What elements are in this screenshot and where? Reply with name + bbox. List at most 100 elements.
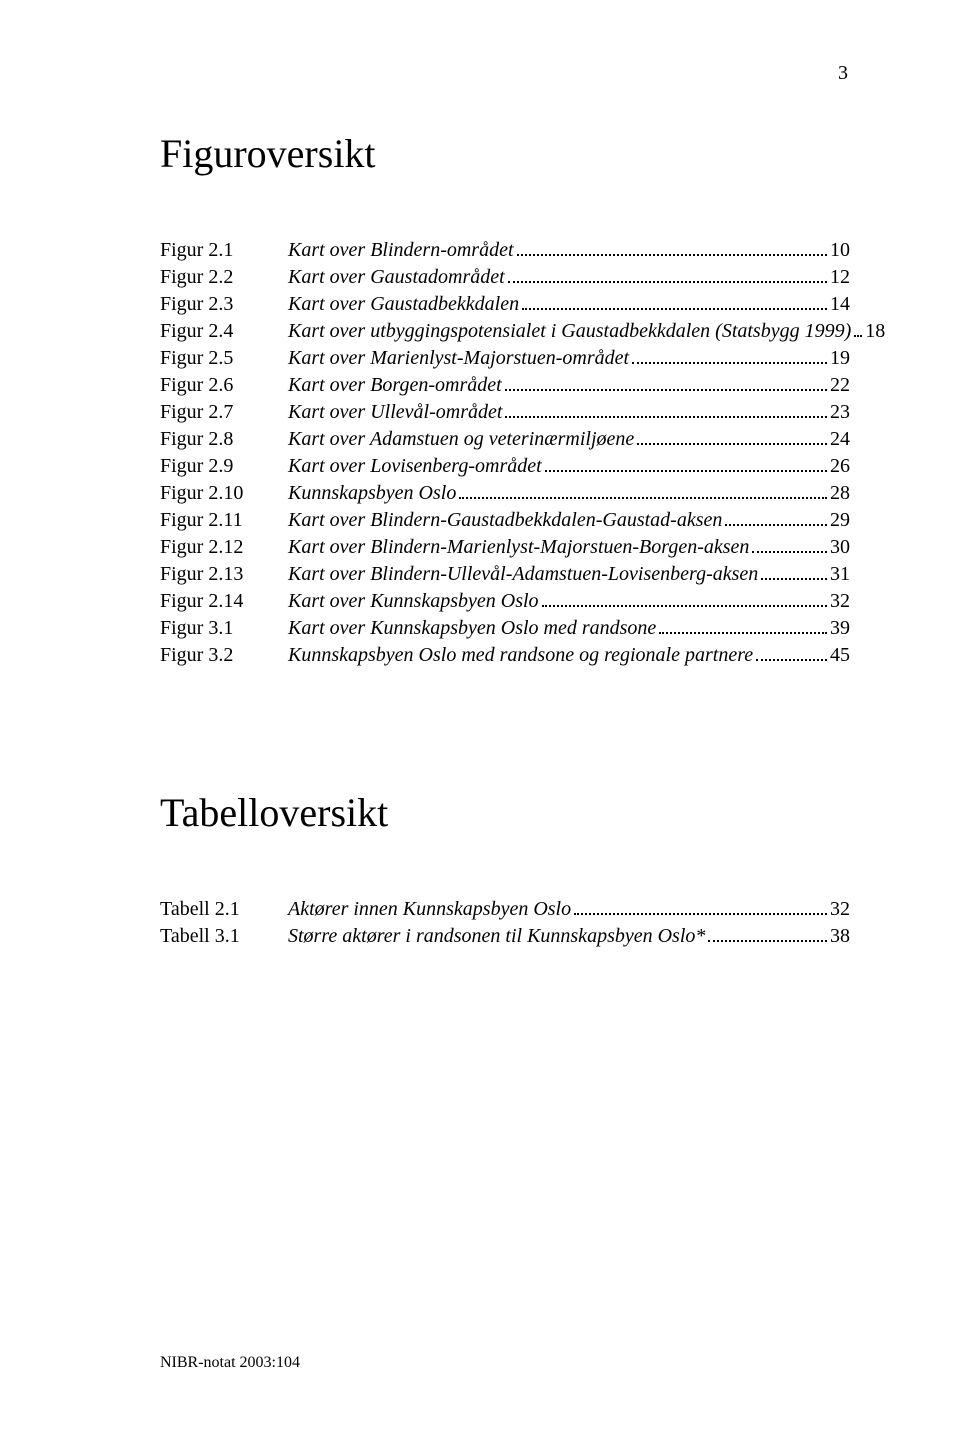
leader-dots — [517, 240, 827, 256]
entry-page: 18 — [865, 318, 885, 345]
entry-label: Figur 2.2 — [160, 264, 288, 291]
leader-dots — [725, 510, 827, 526]
entry-title: Kunnskapsbyen Oslo med randsone og regio… — [288, 642, 753, 669]
entry-title: Kart over Blindern-Marienlyst-Majorstuen… — [288, 534, 749, 561]
entry-title-wrap: Kart over Gaustadbekkdalen14 — [288, 291, 850, 318]
table-list: Tabell 2.1Aktører innen Kunnskapsbyen Os… — [160, 896, 850, 950]
entry-label: Figur 2.5 — [160, 345, 288, 372]
entry-title-wrap: Kart over Marienlyst-Majorstuen-området1… — [288, 345, 850, 372]
entry-label: Tabell 2.1 — [160, 896, 288, 923]
entry-page: 14 — [830, 291, 850, 318]
entry-title-wrap: Kunnskapsbyen Oslo28 — [288, 480, 850, 507]
entry-label: Figur 2.13 — [160, 561, 288, 588]
entry-page: 12 — [830, 264, 850, 291]
entry-page: 23 — [830, 399, 850, 426]
toc-entry: Figur 2.3Kart over Gaustadbekkdalen14 — [160, 291, 850, 318]
leader-dots — [505, 402, 827, 418]
entry-label: Figur 2.7 — [160, 399, 288, 426]
entry-label: Figur 2.9 — [160, 453, 288, 480]
leader-dots — [632, 348, 827, 364]
entry-title-wrap: Kart over utbyggingspotensialet i Gausta… — [288, 318, 850, 345]
entry-label: Figur 2.8 — [160, 426, 288, 453]
entry-title: Kart over Ullevål-området — [288, 399, 502, 426]
section-title-tabelloversikt: Tabelloversikt — [160, 789, 850, 836]
toc-entry: Figur 2.4Kart over utbyggingspotensialet… — [160, 318, 850, 345]
leader-dots — [752, 537, 827, 553]
entry-page: 26 — [830, 453, 850, 480]
toc-entry: Figur 2.9Kart over Lovisenberg-området 26 — [160, 453, 850, 480]
leader-dots — [542, 591, 827, 607]
entry-title: Kart over Lovisenberg-området — [288, 453, 542, 480]
entry-label: Figur 2.11 — [160, 507, 288, 534]
entry-page: 31 — [830, 561, 850, 588]
leader-dots — [756, 645, 827, 661]
entry-label: Figur 2.6 — [160, 372, 288, 399]
leader-dots — [505, 375, 827, 391]
entry-page: 32 — [830, 896, 850, 923]
toc-entry: Figur 2.2Kart over Gaustadområdet 12 — [160, 264, 850, 291]
toc-entry: Figur 2.1Kart over Blindern-området 10 — [160, 237, 850, 264]
leader-dots — [508, 267, 827, 283]
entry-title-wrap: Kart over Borgen-området22 — [288, 372, 850, 399]
entry-title: Kart over Blindern-området — [288, 237, 514, 264]
entry-label: Figur 3.2 — [160, 642, 288, 669]
entry-label: Figur 2.3 — [160, 291, 288, 318]
entry-title: Kart over Borgen-området — [288, 372, 502, 399]
toc-entry: Figur 2.14Kart over Kunnskapsbyen Oslo 32 — [160, 588, 850, 615]
entry-title: Kart over Kunnskapsbyen Oslo med randson… — [288, 615, 656, 642]
leader-dots — [659, 618, 827, 634]
entry-label: Figur 2.10 — [160, 480, 288, 507]
toc-entry: Figur 2.7Kart over Ullevål-området 23 — [160, 399, 850, 426]
entry-title-wrap: Kart over Gaustadområdet 12 — [288, 264, 850, 291]
toc-entry: Figur 2.5Kart over Marienlyst-Majorstuen… — [160, 345, 850, 372]
entry-page: 45 — [830, 642, 850, 669]
entry-page: 30 — [830, 534, 850, 561]
leader-dots — [708, 926, 827, 942]
section-title-figuroversikt: Figuroversikt — [160, 130, 850, 177]
entry-title-wrap: Kart over Kunnskapsbyen Oslo 32 — [288, 588, 850, 615]
figure-list: Figur 2.1Kart over Blindern-området10Fig… — [160, 237, 850, 669]
footer-text: NIBR-notat 2003:104 — [160, 1354, 300, 1372]
entry-title: Kart over Kunnskapsbyen Oslo — [288, 588, 539, 615]
toc-entry: Figur 2.6Kart over Borgen-området22 — [160, 372, 850, 399]
entry-title-wrap: Kart over Blindern-Gaustadbekkdalen-Gaus… — [288, 507, 850, 534]
entry-page: 38 — [830, 923, 850, 950]
entry-title-wrap: Aktører innen Kunnskapsbyen Oslo 32 — [288, 896, 850, 923]
entry-title: Kart over Blindern-Ullevål-Adamstuen-Lov… — [288, 561, 758, 588]
entry-page: 29 — [830, 507, 850, 534]
toc-entry: Tabell 3.1Større aktører i randsonen til… — [160, 923, 850, 950]
entry-title-wrap: Kart over Ullevål-området 23 — [288, 399, 850, 426]
leader-dots — [545, 456, 827, 472]
entry-title: Kart over utbyggingspotensialet i Gausta… — [288, 318, 851, 345]
entry-page: 32 — [830, 588, 850, 615]
entry-title: Aktører innen Kunnskapsbyen Oslo — [288, 896, 571, 923]
entry-title: Kart over Adamstuen og veterinærmiljøene — [288, 426, 634, 453]
entry-title-wrap: Kart over Blindern-Marienlyst-Majorstuen… — [288, 534, 850, 561]
entry-title: Større aktører i randsonen til Kunnskaps… — [288, 923, 705, 950]
entry-title: Kart over Blindern-Gaustadbekkdalen-Gaus… — [288, 507, 722, 534]
toc-entry: Figur 2.13Kart over Blindern-Ullevål-Ada… — [160, 561, 850, 588]
leader-dots — [761, 564, 827, 580]
entry-title-wrap: Kart over Kunnskapsbyen Oslo med randson… — [288, 615, 850, 642]
leader-dots — [522, 294, 827, 310]
entry-label: Figur 2.1 — [160, 237, 288, 264]
leader-dots — [637, 429, 827, 445]
entry-label: Figur 3.1 — [160, 615, 288, 642]
entry-title-wrap: Større aktører i randsonen til Kunnskaps… — [288, 923, 850, 950]
entry-title-wrap: Kart over Blindern-Ullevål-Adamstuen-Lov… — [288, 561, 850, 588]
entry-title-wrap: Kart over Lovisenberg-området 26 — [288, 453, 850, 480]
entry-label: Figur 2.14 — [160, 588, 288, 615]
entry-page: 10 — [830, 237, 850, 264]
leader-dots — [459, 483, 827, 499]
entry-page: 19 — [830, 345, 850, 372]
leader-dots — [854, 321, 862, 337]
entry-title: Kart over Gaustadområdet — [288, 264, 505, 291]
entry-page: 28 — [830, 480, 850, 507]
entry-title-wrap: Kart over Adamstuen og veterinærmiljøene… — [288, 426, 850, 453]
toc-entry: Figur 2.11Kart over Blindern-Gaustadbekk… — [160, 507, 850, 534]
entry-page: 39 — [830, 615, 850, 642]
page-number: 3 — [838, 62, 848, 85]
entry-title-wrap: Kunnskapsbyen Oslo med randsone og regio… — [288, 642, 850, 669]
entry-label: Figur 2.12 — [160, 534, 288, 561]
toc-entry: Tabell 2.1Aktører innen Kunnskapsbyen Os… — [160, 896, 850, 923]
